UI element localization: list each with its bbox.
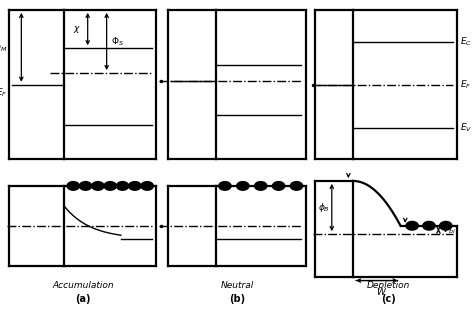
Text: $E_F$: $E_F$ — [0, 87, 7, 99]
Circle shape — [273, 182, 285, 190]
Circle shape — [91, 182, 104, 190]
Text: $W$: $W$ — [376, 286, 387, 296]
Text: $\Phi_M$: $\Phi_M$ — [0, 41, 7, 53]
Text: (c): (c) — [381, 294, 396, 304]
Circle shape — [406, 221, 418, 230]
Circle shape — [141, 182, 153, 190]
Text: $\phi_B$: $\phi_B$ — [318, 201, 329, 214]
Text: $E_C$: $E_C$ — [460, 35, 472, 48]
Circle shape — [237, 182, 249, 190]
Text: Neutral: Neutral — [220, 281, 254, 290]
Text: (b): (b) — [229, 294, 245, 304]
Circle shape — [255, 182, 267, 190]
Circle shape — [79, 182, 92, 190]
Circle shape — [290, 182, 302, 190]
Circle shape — [117, 182, 128, 190]
Circle shape — [67, 182, 80, 190]
Text: $\Phi_S$: $\Phi_S$ — [111, 35, 124, 48]
Circle shape — [219, 182, 231, 190]
Text: $\chi$: $\chi$ — [73, 24, 81, 35]
Circle shape — [440, 221, 452, 230]
Circle shape — [423, 221, 435, 230]
Text: $E_V$: $E_V$ — [460, 122, 472, 134]
Text: (a): (a) — [75, 294, 91, 304]
Text: Depletion: Depletion — [367, 281, 410, 290]
Text: $V_{bi}$: $V_{bi}$ — [442, 224, 456, 236]
Circle shape — [128, 182, 141, 190]
Text: $E_F$: $E_F$ — [460, 78, 471, 91]
Circle shape — [104, 182, 117, 190]
Text: Accumulation: Accumulation — [52, 281, 114, 290]
